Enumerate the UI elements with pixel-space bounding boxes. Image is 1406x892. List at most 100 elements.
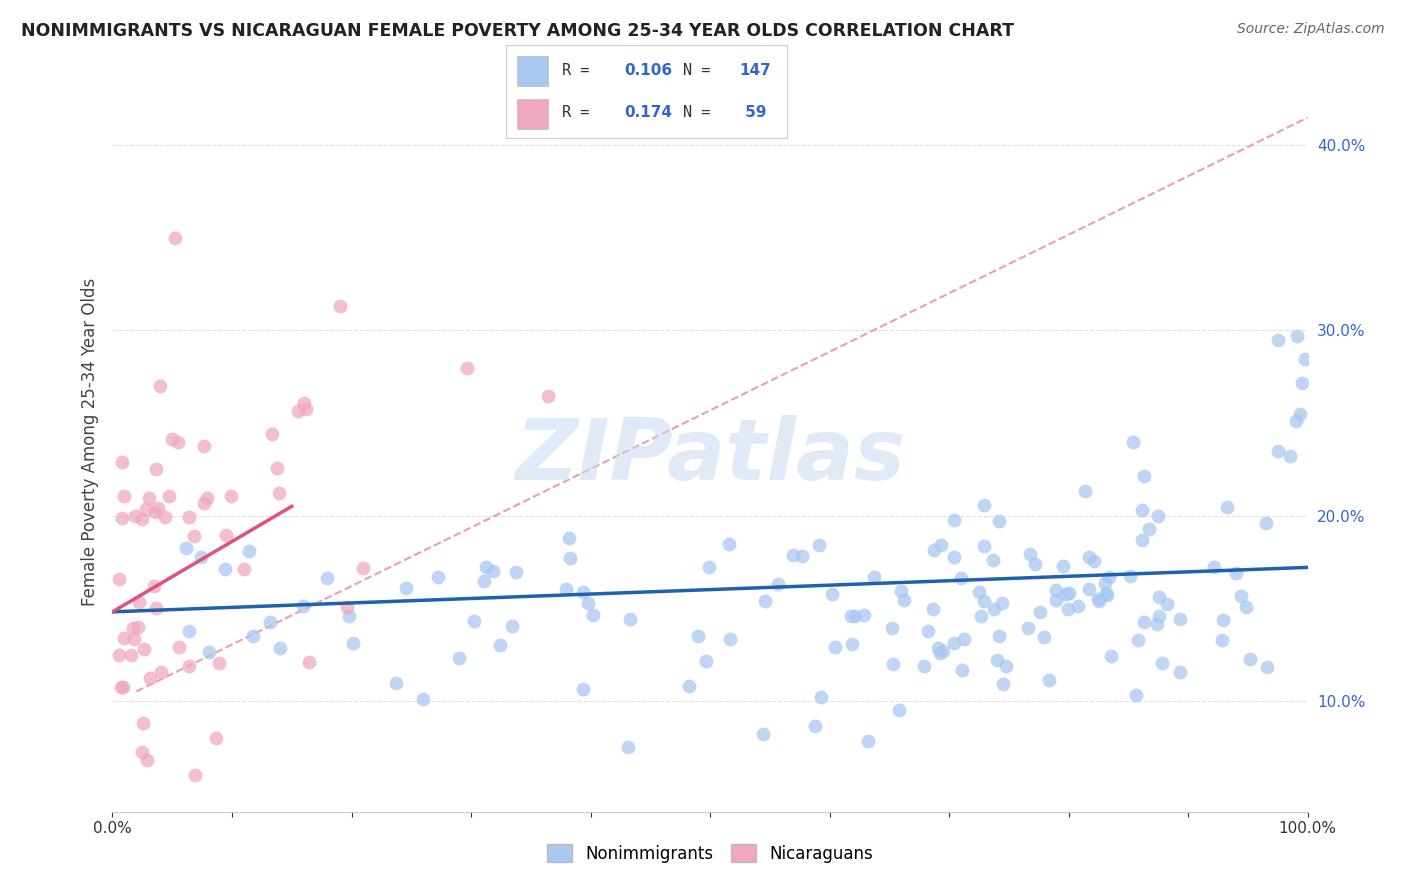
Point [111,455,134,469]
Point [242,629,264,643]
Point [1133,615,1156,629]
Point [790,549,813,564]
Point [193,439,215,453]
Text: R =: R = [562,63,599,78]
Point [752,727,775,741]
Point [950,663,973,677]
Point [929,538,952,552]
Point [501,618,523,632]
Point [335,599,357,614]
Point [839,608,862,623]
Point [1017,621,1039,635]
Point [214,527,236,541]
Point [1294,351,1316,366]
Point [167,640,190,654]
Point [856,734,879,748]
Point [1057,602,1080,616]
Point [717,537,740,551]
Point [111,680,134,694]
Point [179,659,201,673]
Point [127,620,149,634]
Point [143,505,166,519]
Point [193,496,215,510]
Point [342,635,364,649]
Point [1045,583,1067,598]
Point [120,648,142,663]
Text: 0.174: 0.174 [624,105,672,120]
Point [988,514,1011,528]
Point [177,509,200,524]
Point [1212,614,1234,628]
Point [917,624,939,639]
Point [122,622,145,636]
Point [139,671,162,685]
Point [269,641,291,656]
Point [163,231,186,245]
Point [994,659,1017,673]
Point [1288,407,1310,421]
Point [1088,594,1111,608]
Point [824,640,846,654]
Point [1094,575,1116,590]
Point [316,571,339,585]
Point [1074,483,1097,498]
Point [157,489,180,503]
Point [132,716,155,731]
Point [1137,522,1160,536]
Point [1122,434,1144,449]
Point [912,659,935,673]
Point [292,599,315,614]
Point [329,299,352,313]
Point [111,511,134,525]
Point [853,607,876,622]
Point [1267,444,1289,458]
Point [128,595,150,609]
Point [1018,547,1040,561]
Point [266,460,288,475]
Point [576,596,599,610]
Text: N =: N = [683,63,720,78]
Legend: Nonimmigrants, Nicaraguans: Nonimmigrants, Nicaraguans [547,845,873,863]
Point [1229,589,1251,603]
Point [880,621,903,635]
Point [678,679,700,693]
Point [863,570,886,584]
Point [986,652,1008,666]
Point [943,513,966,527]
Point [558,531,581,545]
Point [135,502,157,516]
Point [145,600,167,615]
Point [177,624,200,638]
Point [1211,632,1233,647]
Point [1066,599,1088,613]
Point [1146,616,1168,631]
Point [1150,656,1173,670]
Point [208,657,231,671]
Point [142,579,165,593]
Point [138,491,160,505]
Point [1054,587,1077,601]
Point [571,584,593,599]
Point [1038,673,1060,688]
Text: 147: 147 [740,63,772,78]
Point [233,562,256,576]
Point [927,640,949,655]
Point [131,746,153,760]
Point [983,602,1005,616]
Point [1170,665,1192,680]
Point [1256,660,1278,674]
Text: N =: N = [683,105,720,120]
Point [981,553,1004,567]
Point [768,577,790,591]
Point [269,486,291,500]
Point [124,509,146,524]
Text: 0.106: 0.106 [624,63,672,78]
Text: 59: 59 [740,105,766,120]
Point [184,767,207,781]
Point [844,609,866,624]
Point [1168,612,1191,626]
Point [929,646,952,660]
Point [1028,605,1050,619]
Point [472,574,495,588]
Point [688,629,710,643]
